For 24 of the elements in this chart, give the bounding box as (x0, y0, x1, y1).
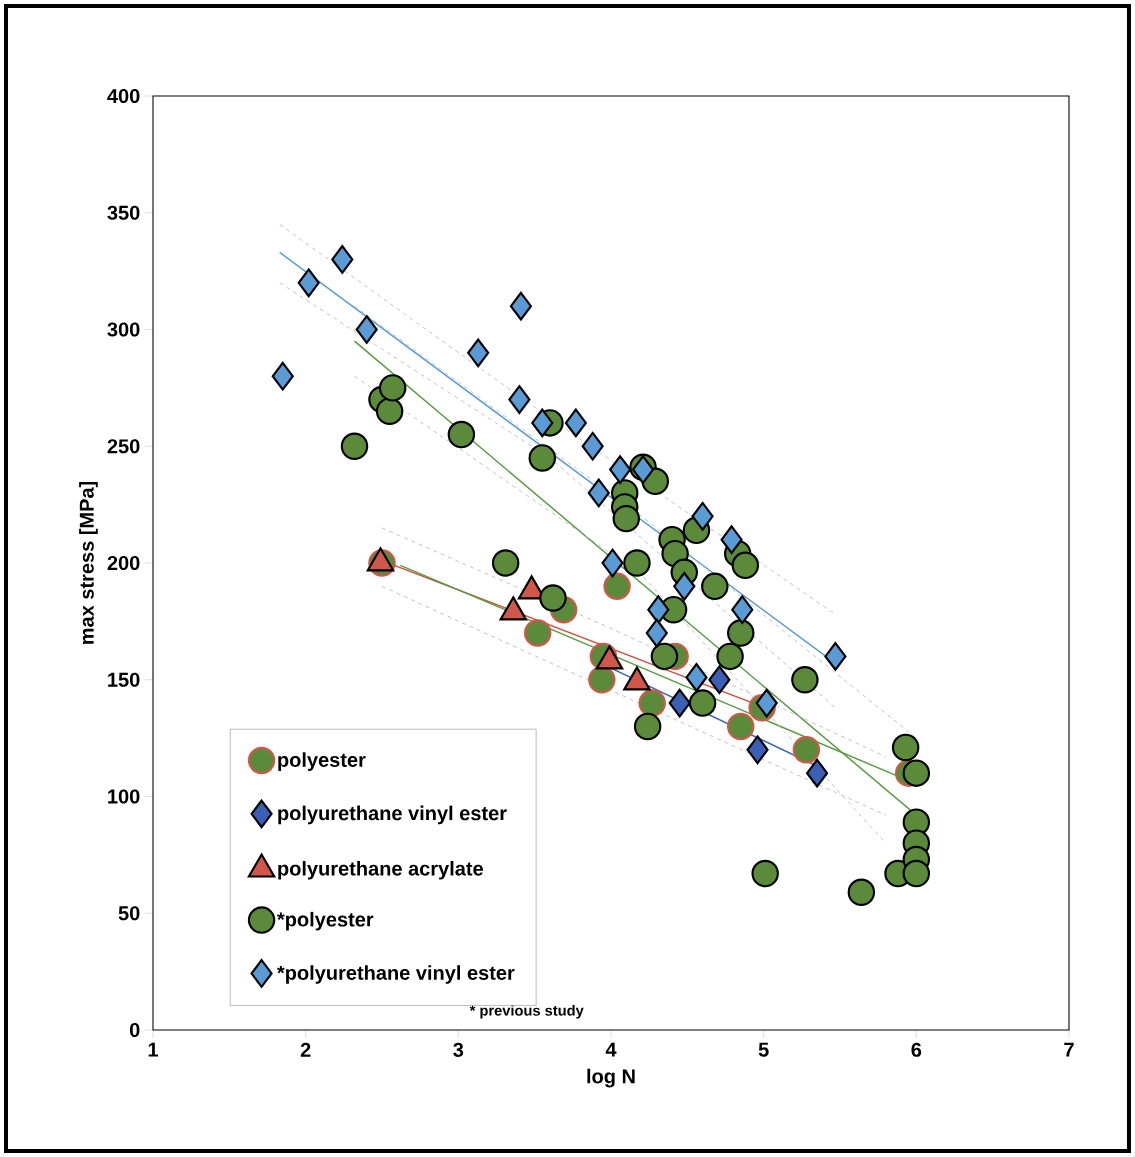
y-tick-label: 200 (107, 555, 140, 571)
x-tick-label: 5 (758, 1042, 769, 1057)
x-tick-label: 6 (911, 1042, 922, 1057)
annotation: * previous study (469, 1004, 584, 1019)
y-tick-label: 250 (107, 439, 140, 454)
y-tick-label: 0 (129, 1022, 140, 1038)
y-tick-label: 150 (108, 672, 140, 687)
legend-label: *polyester (277, 911, 374, 931)
x-axis-title: log N (587, 1068, 635, 1088)
legend-label: polyurethane acrylate (278, 860, 483, 880)
x-tick-label: 4 (605, 1042, 617, 1057)
y-tick-label: 100 (108, 789, 140, 804)
y-tick-label: 50 (118, 906, 140, 921)
y-tick-label: 300 (107, 322, 140, 337)
y-tick-label: 350 (107, 205, 140, 220)
legend-label: polyurethane vinyl ester (278, 805, 507, 825)
x-tick-label: 7 (1064, 1042, 1074, 1057)
x-tick-label: 3 (453, 1042, 464, 1057)
legend-label: polyester (278, 752, 366, 771)
x-tick-label: 1 (148, 1042, 158, 1057)
legend-label: *polyurethane vinyl ester (277, 965, 515, 984)
x-tick-label: 2 (300, 1042, 311, 1057)
y-tick-label: 400 (107, 88, 140, 104)
y-axis-title: max stress [MPa] (79, 481, 98, 644)
